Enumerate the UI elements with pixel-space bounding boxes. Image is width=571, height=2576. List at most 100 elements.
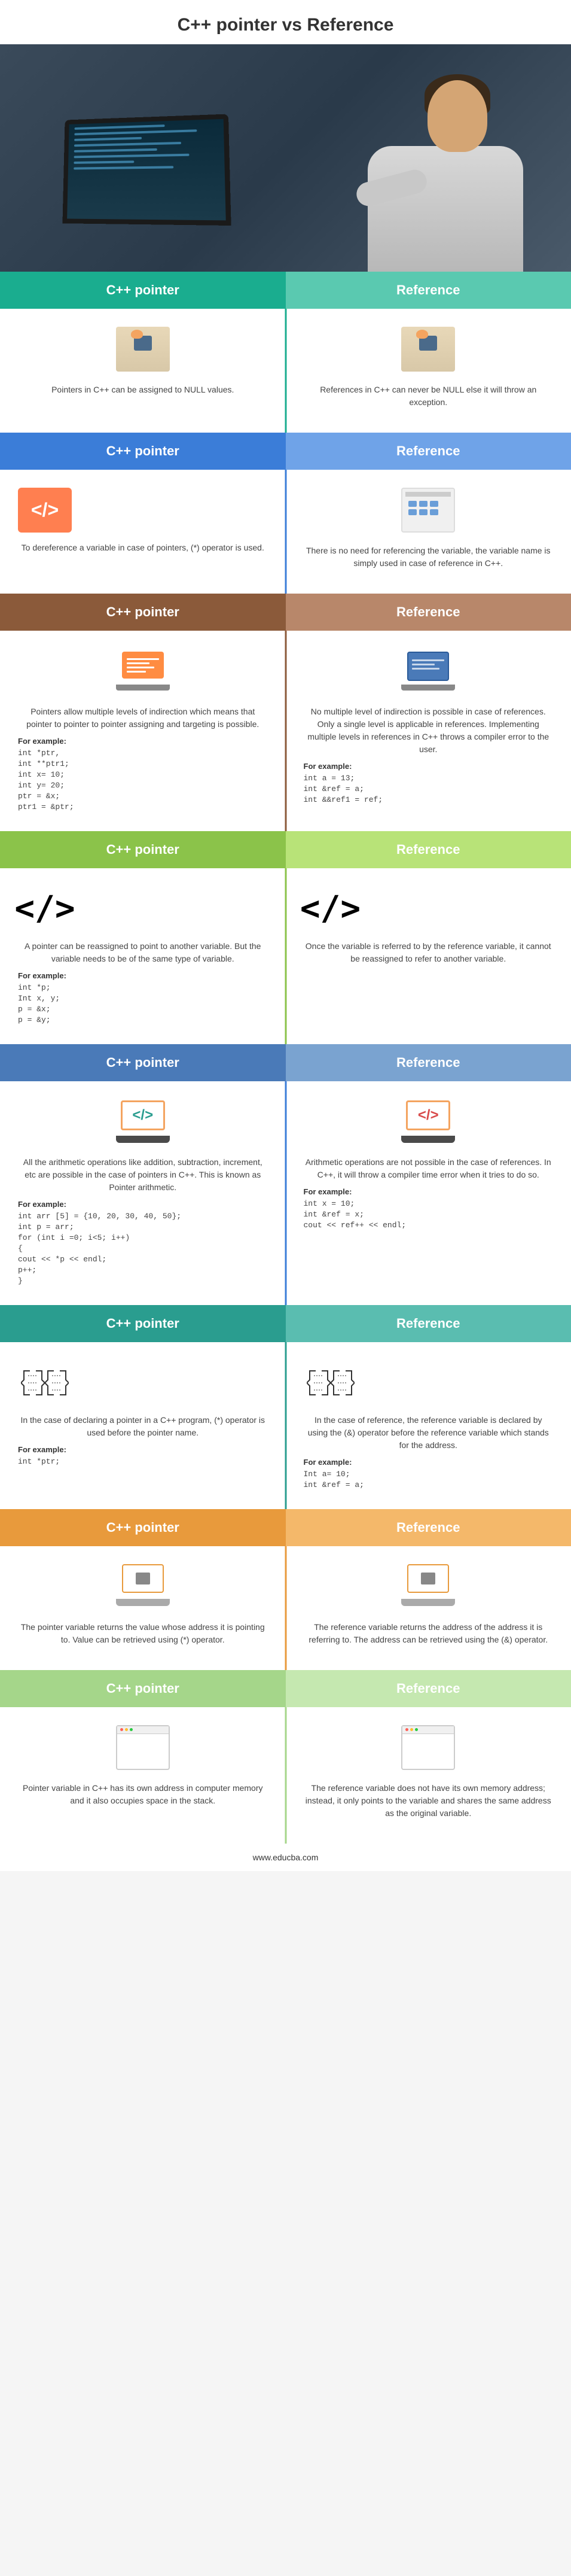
code-line: int &ref = a;: [304, 784, 554, 793]
section-header-6: C++ pointer Reference: [0, 1509, 571, 1546]
code-line: for (int i =0; i<5; i++): [18, 1233, 268, 1242]
left-desc: In the case of declaring a pointer in a …: [18, 1414, 268, 1439]
main-title: C++ pointer vs Reference: [0, 0, 571, 44]
right-column: There is no need for referencing the var…: [286, 482, 571, 582]
header-right: Reference: [286, 272, 571, 309]
laptop-icon: [116, 649, 170, 694]
section-body-3: </> A pointer can be reassigned to point …: [0, 868, 571, 1044]
header-left: C++ pointer: [0, 272, 286, 309]
section-header-4: C++ pointer Reference: [0, 1044, 571, 1081]
code-line: int x = 10;: [304, 1199, 554, 1208]
infographic-container: C++ pointer vs Reference C++ pointer R: [0, 0, 571, 1871]
section-body-1: </>To dereference a variable in case of …: [0, 470, 571, 594]
left-desc: Pointer variable in C++ has its own addr…: [18, 1782, 268, 1807]
header-left: C++ pointer: [0, 433, 286, 470]
left-desc: All the arithmetic operations like addit…: [18, 1156, 268, 1194]
code-line: cout << *p << endl;: [18, 1255, 268, 1264]
code-line: int a = 13;: [304, 774, 554, 783]
header-right: Reference: [286, 831, 571, 868]
right-desc: There is no need for referencing the var…: [304, 545, 554, 570]
code-line: p = &x;: [18, 1005, 268, 1014]
example-label: For example:: [304, 762, 554, 771]
window-icon: [401, 1725, 455, 1770]
section-body-7: Pointer variable in C++ has its own addr…: [0, 1707, 571, 1844]
code-line: ptr = &x;: [18, 792, 268, 801]
code-line: int *p;: [18, 983, 268, 992]
code-line: int &ref = x;: [304, 1210, 554, 1219]
code-line: {: [18, 1244, 268, 1253]
code-line: int *ptr,: [18, 749, 268, 758]
code-line: int &ref = a;: [304, 1480, 554, 1489]
footer-url: www.educba.com: [0, 1844, 571, 1871]
section-header-7: C++ pointer Reference: [0, 1670, 571, 1707]
brackets-icon: [304, 1360, 358, 1405]
section-body-4: </> All the arithmetic operations like ad…: [0, 1081, 571, 1305]
left-column: </> A pointer can be reassigned to point …: [0, 880, 286, 1032]
code-line: int **ptr1;: [18, 759, 268, 768]
laptop-icon: [401, 649, 455, 694]
left-desc: Pointers in C++ can be assigned to NULL …: [18, 384, 268, 396]
desk-icon: [401, 327, 455, 372]
left-column: In the case of declaring a pointer in a …: [0, 1354, 286, 1497]
left-column: Pointers allow multiple levels of indire…: [0, 643, 286, 819]
laptop-code-icon: </>: [401, 1099, 455, 1144]
code-line: int &&ref1 = ref;: [304, 795, 554, 804]
section-header-0: C++ pointer Reference: [0, 272, 571, 309]
laptop-icon: [401, 1564, 455, 1609]
section-body-2: Pointers allow multiple levels of indire…: [0, 631, 571, 831]
code-icon: </>: [18, 886, 72, 931]
right-desc: In the case of reference, the reference …: [304, 1414, 554, 1452]
header-right: Reference: [286, 1044, 571, 1081]
header-right: Reference: [286, 433, 571, 470]
right-column: </> Once the variable is referred to by t…: [286, 880, 571, 1032]
code-line: Int a= 10;: [304, 1470, 554, 1479]
brackets-icon: [18, 1360, 72, 1405]
left-column: </>To dereference a variable in case of …: [0, 482, 286, 582]
example-label: For example:: [18, 737, 268, 746]
left-column: </> All the arithmetic operations like ad…: [0, 1093, 286, 1293]
code-line: cout << ref++ << endl;: [304, 1221, 554, 1230]
section-body-6: The pointer variable returns the value w…: [0, 1546, 571, 1670]
left-desc: A pointer can be reassigned to point to …: [18, 940, 268, 965]
header-left: C++ pointer: [0, 1670, 286, 1707]
left-column: Pointers in C++ can be assigned to NULL …: [0, 321, 286, 421]
right-desc: No multiple level of indirection is poss…: [304, 705, 554, 756]
right-desc: Once the variable is referred to by the …: [304, 940, 554, 965]
header-left: C++ pointer: [0, 831, 286, 868]
header-left: C++ pointer: [0, 1305, 286, 1342]
right-desc: References in C++ can never be NULL else…: [304, 384, 554, 409]
left-desc: The pointer variable returns the value w…: [18, 1621, 268, 1646]
laptop-code-icon: </>: [116, 1099, 170, 1144]
laptop-icon: [116, 1564, 170, 1609]
code-icon: </>: [304, 886, 358, 931]
right-column: No multiple level of indirection is poss…: [286, 643, 571, 819]
example-label: For example:: [18, 1445, 268, 1454]
code-line: int *ptr;: [18, 1457, 268, 1466]
section-body-5: In the case of declaring a pointer in a …: [0, 1342, 571, 1509]
desk-icon: [116, 327, 170, 372]
code-line: p = &y;: [18, 1015, 268, 1024]
left-column: Pointer variable in C++ has its own addr…: [0, 1719, 286, 1832]
example-label: For example:: [304, 1187, 554, 1196]
right-desc: The reference variable returns the addre…: [304, 1621, 554, 1646]
window-icon: [116, 1725, 170, 1770]
header-right: Reference: [286, 1305, 571, 1342]
code-line: int p = arr;: [18, 1222, 268, 1231]
section-header-5: C++ pointer Reference: [0, 1305, 571, 1342]
header-right: Reference: [286, 1670, 571, 1707]
code-line: p++;: [18, 1266, 268, 1275]
code-line: }: [18, 1276, 268, 1285]
right-column: The reference variable returns the addre…: [286, 1558, 571, 1658]
code-line: ptr1 = &ptr;: [18, 802, 268, 811]
section-header-3: C++ pointer Reference: [0, 831, 571, 868]
right-column: References in C++ can never be NULL else…: [286, 321, 571, 421]
code-line: int y= 20;: [18, 781, 268, 790]
example-label: For example:: [18, 1200, 268, 1209]
header-right: Reference: [286, 1509, 571, 1546]
header-left: C++ pointer: [0, 1044, 286, 1081]
header-right: Reference: [286, 594, 571, 631]
hero-image: [0, 44, 571, 272]
browser-icon: [401, 488, 455, 533]
code-line: int x= 10;: [18, 770, 268, 779]
code-icon: </>: [18, 488, 72, 533]
